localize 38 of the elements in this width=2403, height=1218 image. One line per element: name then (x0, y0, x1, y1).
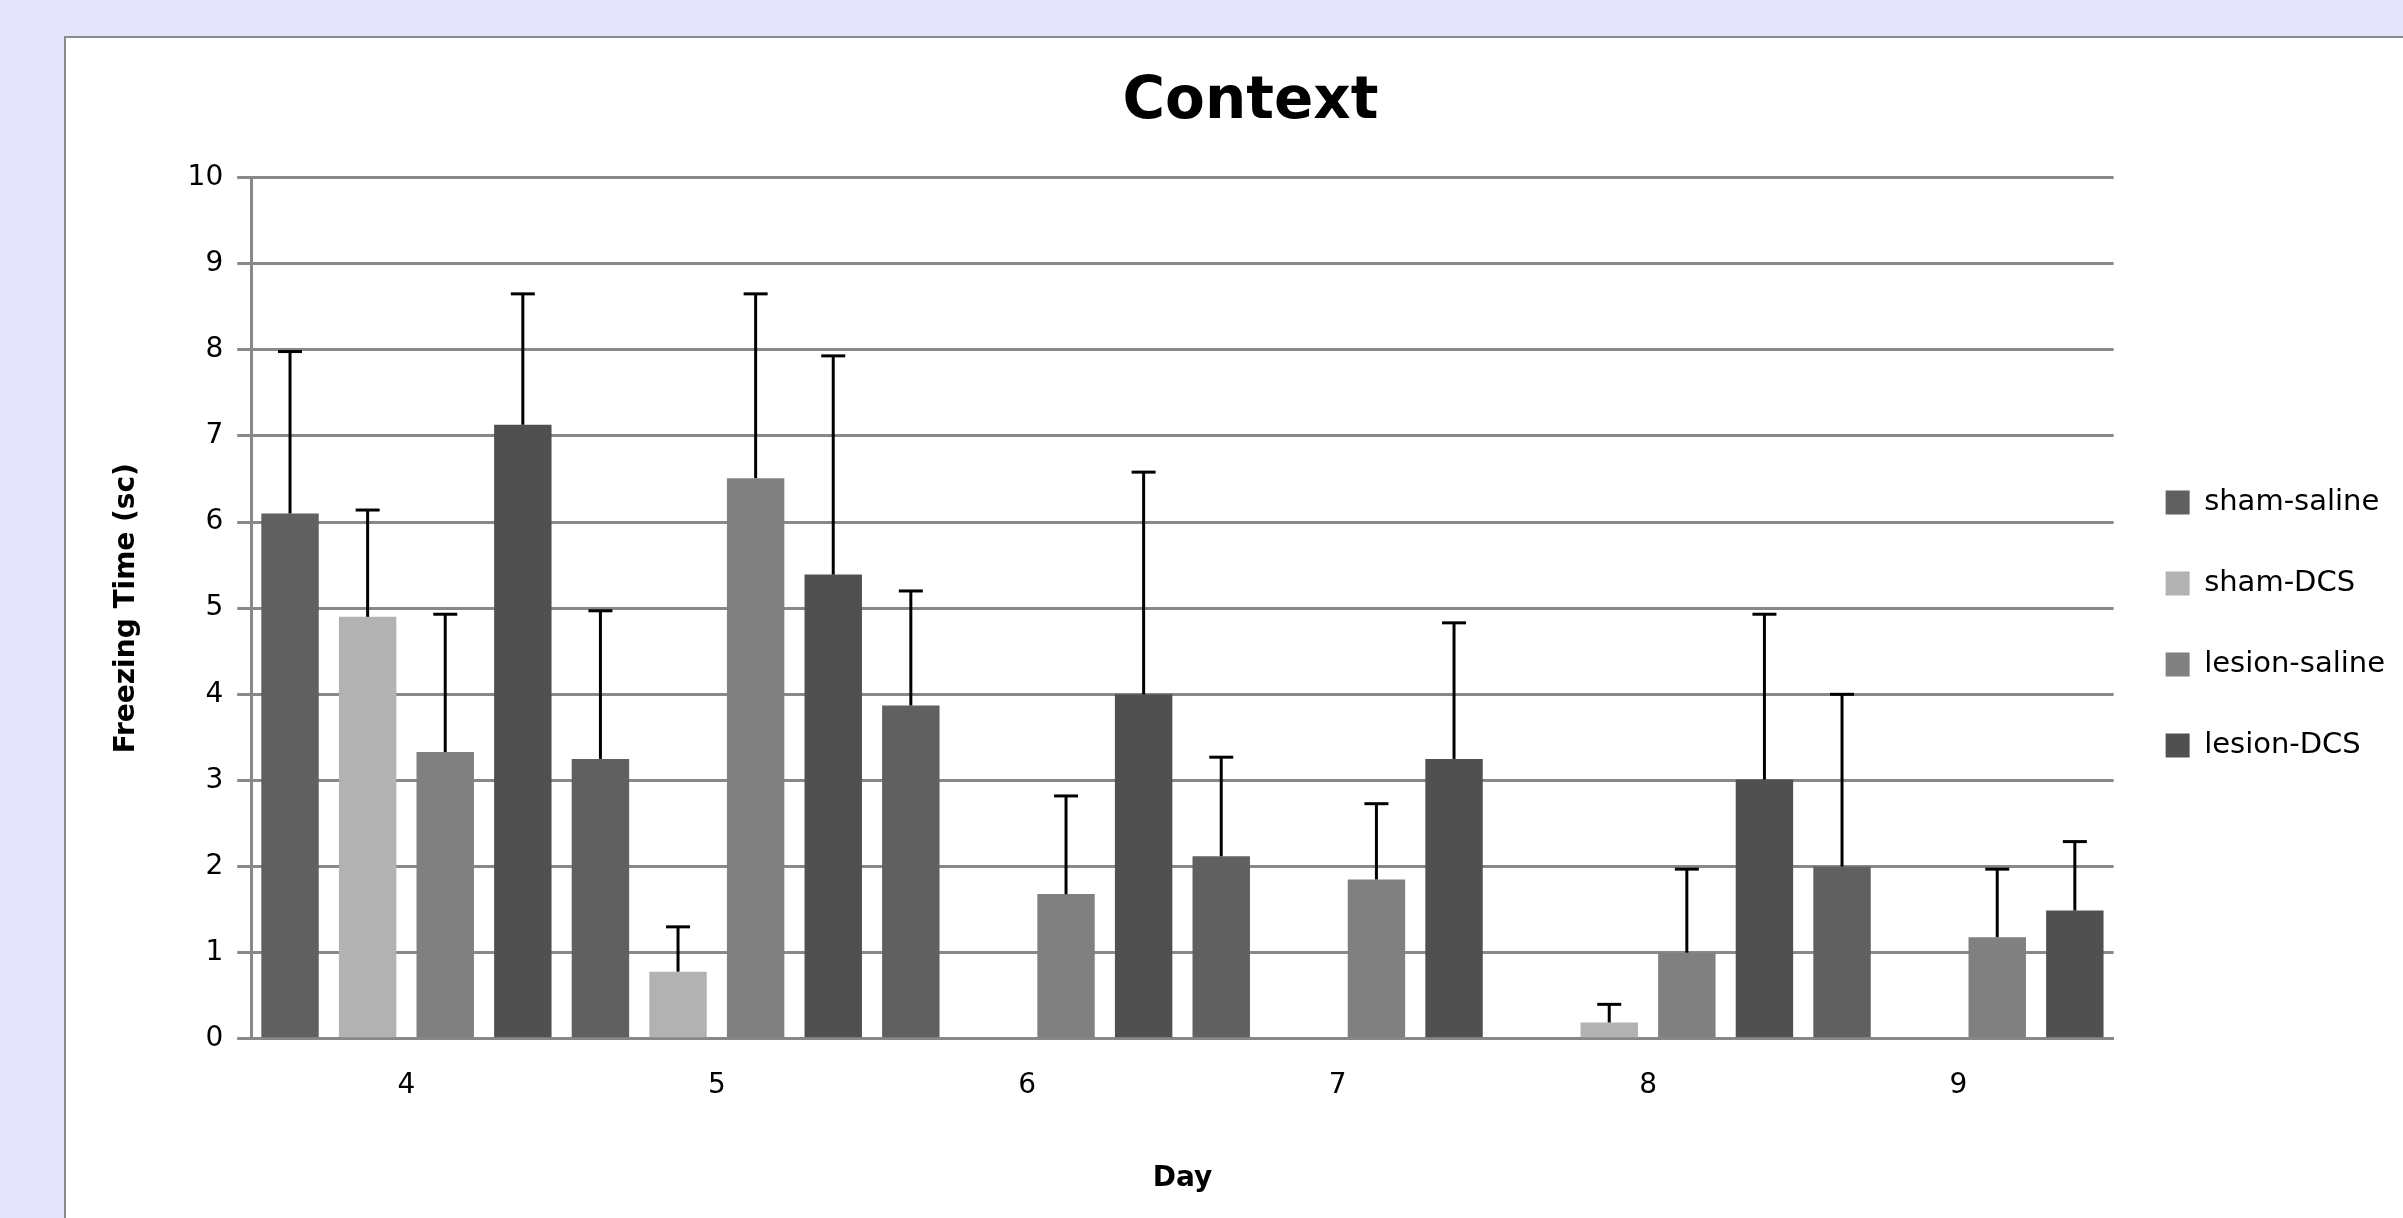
bar (1114, 694, 1173, 1038)
y-tick-label: 7 (205, 417, 224, 451)
y-tick-label: 3 (205, 761, 224, 795)
bar (2046, 910, 2104, 1038)
y-tick-label: 1 (205, 933, 224, 967)
y-tick-label: 4 (205, 675, 224, 709)
legend-label: lesion-saline (2204, 645, 2386, 680)
x-tick-label: 5 (707, 1066, 726, 1100)
y-tick-label: 5 (205, 589, 224, 623)
bar (882, 705, 940, 1038)
bar (1813, 866, 1871, 1038)
chart-title: Context (1122, 63, 1379, 132)
bar (494, 424, 552, 1038)
bar (804, 574, 862, 1038)
bar (649, 971, 707, 1038)
x-axis-title: Day (1152, 1160, 1213, 1194)
y-tick-label: 2 (205, 847, 224, 881)
x-tick-label: 6 (1018, 1066, 1037, 1100)
y-tick-label: 8 (205, 331, 224, 365)
bar (1192, 856, 1250, 1038)
y-axis-title: Freezing Time (sc) (108, 463, 142, 754)
legend-label: sham-DCS (2204, 564, 2356, 599)
y-tick-label: 9 (205, 245, 224, 278)
y-tick-label: 10 (187, 158, 224, 192)
y-tick-label: 0 (205, 1020, 224, 1054)
bar (261, 513, 319, 1038)
bar (1425, 758, 1483, 1038)
bar (1735, 779, 1794, 1038)
y-tick-label: 6 (205, 503, 224, 537)
x-tick-label: 4 (397, 1066, 416, 1100)
bar (571, 758, 630, 1038)
legend-label: lesion-DCS (2204, 726, 2361, 761)
bar (1580, 1022, 1638, 1038)
bar (338, 616, 397, 1038)
x-tick-label: 9 (1949, 1066, 1968, 1100)
x-tick-label: 7 (1328, 1066, 1347, 1100)
legend-label: sham-saline (2204, 483, 2380, 518)
x-tick-label: 8 (1639, 1066, 1657, 1100)
